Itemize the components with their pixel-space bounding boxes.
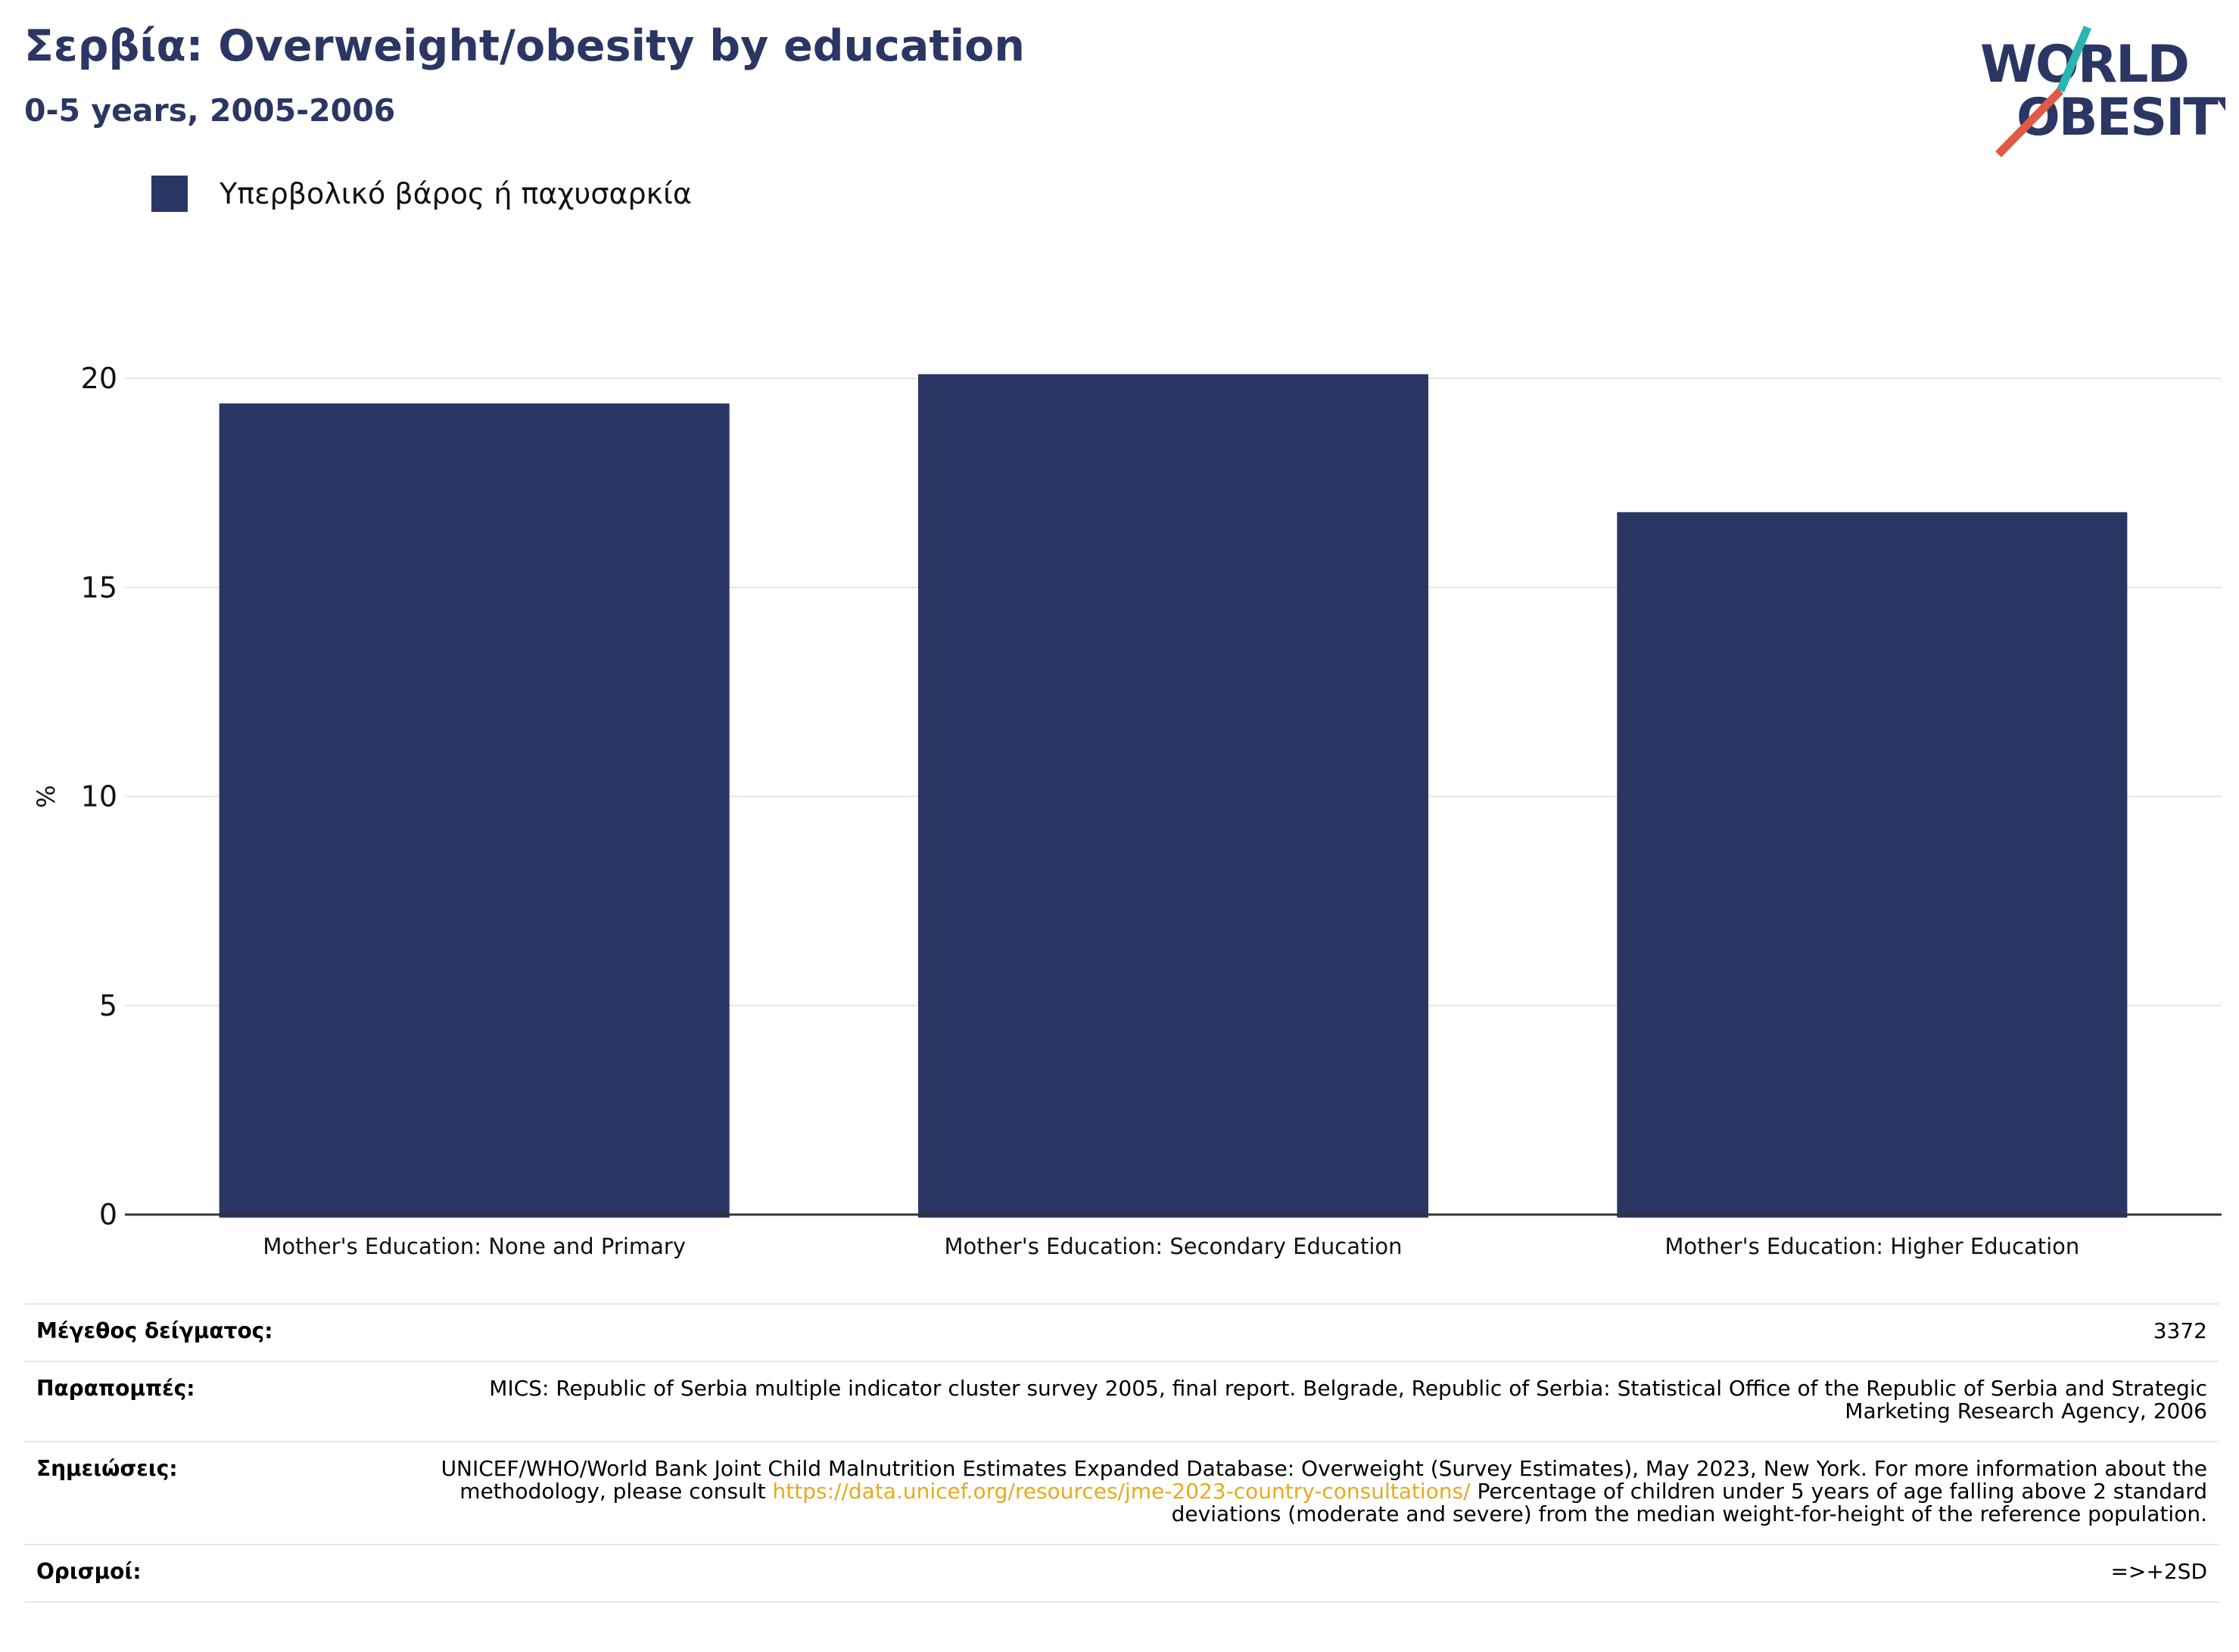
bar xyxy=(219,403,730,1218)
info-row-references: Παραπομπές: MICS: Republic of Serbia mul… xyxy=(24,1361,2219,1441)
svg-text:OBESITY: OBESITY xyxy=(2016,88,2225,148)
info-row-definitions: Ορισμοί: =>+2SD xyxy=(24,1544,2219,1603)
legend-label: Υπερβολικό βάρος ή παχυσαρκία xyxy=(220,177,692,210)
chart-subtitle: 0-5 years, 2005-2006 xyxy=(24,92,396,129)
info-row-notes: Σημειώσεις: UNICEF/WHO/World Bank Joint … xyxy=(24,1441,2219,1544)
info-table: Μέγεθος δείγματος: 3372 Παραπομπές: MICS… xyxy=(24,1303,2219,1603)
bar xyxy=(917,374,1429,1218)
definitions-label: Ορισμοί: xyxy=(36,1559,142,1584)
definitions-value: =>+2SD xyxy=(2110,1559,2207,1584)
chart-legend: Υπερβολικό βάρος ή παχυσαρκία xyxy=(151,176,692,212)
world-obesity-logo: WORLD OBESITY xyxy=(1980,25,2225,157)
references-value: MICS: Republic of Serbia multiple indica… xyxy=(489,1376,2207,1423)
bar-chart: 0 5 10 15 20% Mother's Education: None and Pr… xyxy=(32,362,2222,1259)
y-tick-label: 15 xyxy=(81,571,117,604)
y-tick-label: 20 xyxy=(81,362,117,395)
bar xyxy=(1617,512,2128,1218)
sample-size-value: 3372 xyxy=(2153,1318,2207,1343)
svg-text:WORLD: WORLD xyxy=(1980,35,2188,95)
references-label: Παραπομπές: xyxy=(36,1376,195,1401)
chart-title: Σερβία: Overweight/obesity by education xyxy=(24,21,1025,71)
x-category-label: Mother's Education: Secondary Education xyxy=(944,1234,1402,1259)
legend-swatch xyxy=(151,176,188,212)
notes-label: Σημειώσεις: xyxy=(36,1456,178,1481)
y-tick-label: 0 xyxy=(99,1198,117,1231)
notes-value: UNICEF/WHO/World Bank Joint Child Malnut… xyxy=(430,1458,2207,1526)
info-row-sample-size: Μέγεθος δείγματος: 3372 xyxy=(24,1303,2219,1361)
notes-text-after: Percentage of children under 5 years of … xyxy=(1171,1479,2207,1526)
y-tick-label: 10 xyxy=(81,780,117,814)
methodology-link[interactable]: https://data.unicef.org/resources/jme-20… xyxy=(772,1479,1471,1504)
notes-text-before: UNICEF/WHO/World Bank Joint Child Malnut… xyxy=(441,1456,2207,1504)
sample-size-label: Μέγεθος δείγματος: xyxy=(36,1318,273,1343)
y-axis-title: % xyxy=(32,785,61,807)
x-category-label: Mother's Education: Higher Education xyxy=(1664,1234,2079,1259)
x-category-label: Mother's Education: None and Primary xyxy=(263,1234,686,1259)
y-tick-label: 5 xyxy=(99,989,117,1022)
